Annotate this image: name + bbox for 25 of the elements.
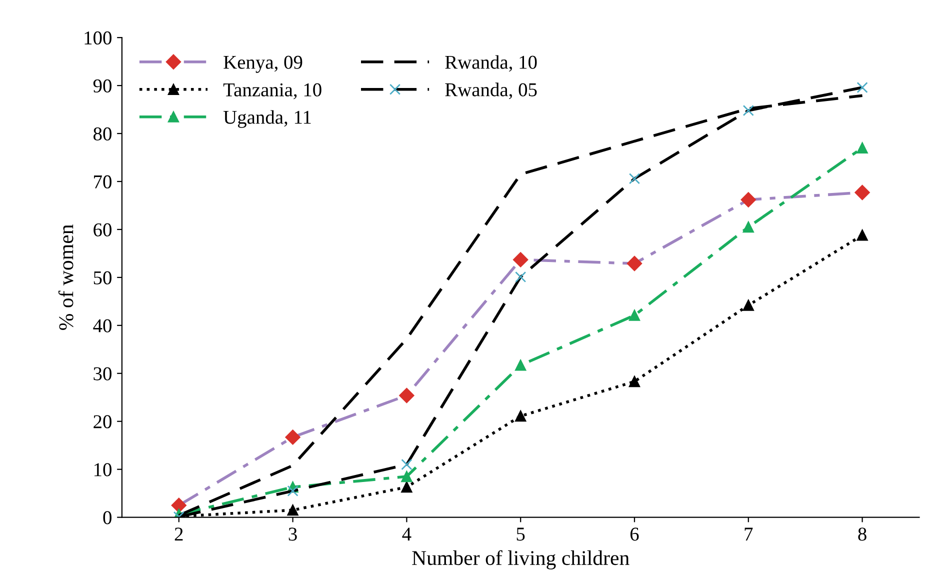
legend-label: Uganda, 11: [223, 110, 311, 128]
y-tick-label: 40: [93, 319, 112, 332]
x-tick-label: 2: [174, 528, 183, 541]
legend-label: Rwanda, 05: [445, 82, 537, 100]
x-tick-label: 7: [744, 528, 753, 541]
x-axis-title: Number of living children: [412, 550, 630, 570]
x-tick-label: 4: [402, 528, 412, 541]
y-tick-label: 30: [94, 367, 112, 380]
y-tick-label: 50: [94, 271, 112, 284]
x-tick-label: 8: [858, 528, 866, 541]
x-tick-label: 3: [288, 528, 297, 541]
y-axis-title: % of women: [58, 224, 74, 330]
legend-label: Tanzania, 10: [223, 83, 322, 100]
legend-label: Rwanda, 10: [445, 55, 537, 72]
y-tick-label: 60: [94, 223, 112, 236]
x-tick-label: 5: [516, 528, 525, 541]
y-tick-label: 0: [103, 511, 112, 524]
legend-label: Kenya, 09: [224, 56, 302, 73]
y-tick-label: 80: [94, 127, 112, 140]
y-tick-label: 20: [94, 415, 112, 428]
y-tick-label: 70: [94, 175, 112, 188]
x-tick-label: 6: [630, 528, 639, 541]
y-tick-label: 10: [94, 463, 112, 476]
y-tick-label: 90: [93, 79, 112, 92]
y-tick-label: 100: [84, 31, 112, 45]
